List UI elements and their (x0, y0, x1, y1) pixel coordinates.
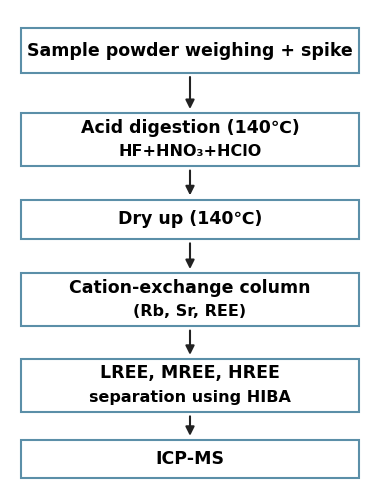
Bar (21, 200, 359, 239)
Text: HF+HNO₃+HClO: HF+HNO₃+HClO (119, 145, 261, 160)
Bar (21, 28, 359, 73)
Bar (21, 440, 359, 478)
Text: separation using HIBA: separation using HIBA (89, 390, 291, 405)
Text: Dry up (140℃): Dry up (140℃) (118, 210, 262, 228)
Bar (21, 273, 359, 326)
Text: ICP-MS: ICP-MS (155, 450, 225, 468)
Bar (21, 113, 359, 166)
Text: Cation-exchange column: Cation-exchange column (69, 279, 311, 296)
Text: LREE, MREE, HREE: LREE, MREE, HREE (100, 364, 280, 382)
Bar (21, 359, 359, 412)
Text: Acid digestion (140℃): Acid digestion (140℃) (81, 119, 299, 136)
Text: Sample powder weighing + spike: Sample powder weighing + spike (27, 41, 353, 60)
Text: (Rb, Sr, REE): (Rb, Sr, REE) (133, 305, 247, 320)
